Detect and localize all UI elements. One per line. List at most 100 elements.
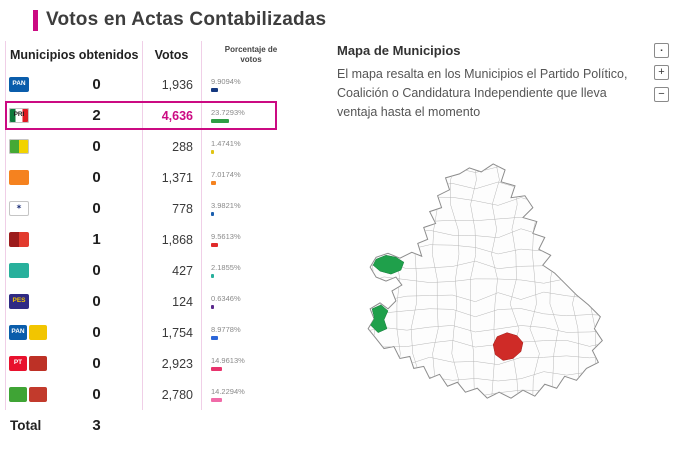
party-row-pri[interactable]: PRI 2 4,636 23.7293%	[5, 100, 307, 131]
results-table: Municipios obtenidos Votos Porcentaje de…	[5, 41, 307, 438]
header-votos: Votos	[154, 48, 189, 62]
percentage-bar	[211, 274, 214, 278]
party-row-green-yellow-party[interactable]: 0 288 1.4741%	[5, 131, 307, 162]
party-logo-block	[9, 387, 27, 402]
votos-value: 2,923	[161, 356, 193, 371]
percentage-value: 9.5613%	[211, 232, 241, 241]
municipios-value: 0	[92, 200, 101, 217]
votos-value: 288	[172, 139, 193, 154]
votos-value: 2,780	[161, 387, 193, 402]
party-logo: PT	[5, 356, 51, 371]
column-separator	[201, 41, 202, 410]
municipios-value: 0	[92, 386, 101, 403]
percentage-bar	[211, 305, 214, 309]
map-highlight-red-southeast[interactable]	[492, 332, 524, 361]
percentage-value: 0.6346%	[211, 294, 241, 303]
map-highlight-green-west[interactable]	[372, 255, 405, 275]
map-title: Mapa de Municipios	[337, 43, 461, 58]
votos-value: 124	[172, 294, 193, 309]
municipios-value: 0	[92, 293, 101, 310]
percentage-bar	[211, 243, 219, 247]
map-description: El mapa resalta en los Municipios el Par…	[337, 67, 628, 119]
page-title-row: Votos en Actas Contabilizadas	[33, 9, 696, 31]
party-logo	[5, 139, 51, 154]
votos-value: 1,936	[161, 77, 193, 92]
party-row-pt-coalition[interactable]: PT 0 2,923 14.9613%	[5, 348, 307, 379]
party-row-pan[interactable]: PAN 0 1,936 9.9094%	[5, 69, 307, 100]
votos-value: 427	[172, 263, 193, 278]
percentage-bar	[211, 336, 218, 340]
municipios-value: 0	[92, 169, 101, 186]
map-reset-button[interactable]: ▪	[654, 43, 669, 58]
party-logo-block: PAN	[9, 77, 29, 92]
percentage-cell: 14.2294%	[201, 387, 301, 402]
percentage-value: 8.9778%	[211, 325, 241, 334]
party-row-red-party[interactable]: 1 1,868 9.5613%	[5, 224, 307, 255]
party-logo-block	[9, 139, 29, 154]
page-title: Votos en Actas Contabilizadas	[46, 9, 327, 30]
table-header-row: Municipios obtenidos Votos Porcentaje de…	[5, 41, 307, 69]
state-outline	[367, 163, 603, 399]
percentage-cell: 9.5613%	[201, 232, 301, 247]
total-label: Total	[10, 417, 42, 433]
party-logo-block: PRI	[9, 108, 29, 123]
percentage-cell: 14.9613%	[201, 356, 301, 371]
municipios-value: 0	[92, 138, 101, 155]
party-logo-block: PES	[9, 294, 29, 309]
percentage-bar	[211, 150, 214, 154]
percentage-bar	[211, 367, 223, 371]
votos-value: 1,868	[161, 232, 193, 247]
percentage-value: 1.4741%	[211, 139, 241, 148]
map-zoom-controls: ▪ + −	[654, 43, 669, 102]
party-row-pes[interactable]: PES 0 124 0.6346%	[5, 286, 307, 317]
percentage-value: 3.9821%	[211, 201, 241, 210]
map-zoom-in-button[interactable]: +	[654, 65, 669, 80]
party-logo: PRI	[5, 108, 51, 123]
party-logo-block	[9, 263, 29, 278]
party-row-star-party[interactable]: ✶ 0 778 3.9821%	[5, 193, 307, 224]
party-logo-block	[9, 232, 29, 247]
percentage-bar	[211, 119, 229, 123]
total-row: Total 3	[5, 412, 307, 438]
percentage-value: 9.9094%	[211, 77, 241, 86]
party-logo: ✶	[5, 201, 51, 216]
percentage-cell: 2.1855%	[201, 263, 301, 278]
party-logo	[5, 387, 51, 402]
percentage-bar	[211, 88, 219, 92]
party-logo: PES	[5, 294, 51, 309]
party-row-mc[interactable]: 0 1,371 7.0174%	[5, 162, 307, 193]
header-porcentaje: Porcentaje de votos	[224, 45, 278, 64]
column-separator	[142, 41, 143, 410]
party-logo: PAN	[5, 325, 51, 340]
percentage-value: 14.2294%	[211, 387, 245, 396]
total-value: 3	[92, 416, 101, 434]
map-panel: Mapa de Municipios El mapa resalta en lo…	[307, 41, 696, 438]
title-accent-bar	[33, 9, 38, 31]
header-municipios: Municipios obtenidos	[10, 48, 139, 62]
percentage-cell: 9.9094%	[201, 77, 301, 92]
votos-value: 778	[172, 201, 193, 216]
prep-results-page: Votos en Actas Contabilizadas Municipios…	[0, 9, 696, 458]
municipios-value: 0	[92, 76, 101, 93]
municipios-value: 1	[92, 231, 101, 248]
municipios-map[interactable]	[365, 160, 665, 418]
party-logo-block: PT	[9, 356, 27, 371]
party-logo-block	[29, 356, 47, 371]
party-row-green-red-coalition[interactable]: 0 2,780 14.2294%	[5, 379, 307, 410]
map-zoom-out-button[interactable]: −	[654, 87, 669, 102]
party-row-teal-party[interactable]: 0 427 2.1855%	[5, 255, 307, 286]
party-logo-block	[29, 387, 47, 402]
percentage-bar	[211, 181, 217, 185]
party-logo-block	[9, 170, 29, 185]
municipios-value: 2	[92, 107, 101, 124]
percentage-value: 23.7293%	[211, 108, 245, 117]
votos-value: 1,371	[161, 170, 193, 185]
municipios-value: 0	[92, 355, 101, 372]
votos-value: 4,636	[161, 108, 193, 123]
party-logo-block	[29, 325, 47, 340]
party-logo	[5, 232, 51, 247]
party-row-pan-coalition[interactable]: PAN 0 1,754 8.9778%	[5, 317, 307, 348]
column-separator	[5, 41, 6, 410]
party-logo	[5, 263, 51, 278]
percentage-cell: 23.7293%	[201, 108, 301, 123]
